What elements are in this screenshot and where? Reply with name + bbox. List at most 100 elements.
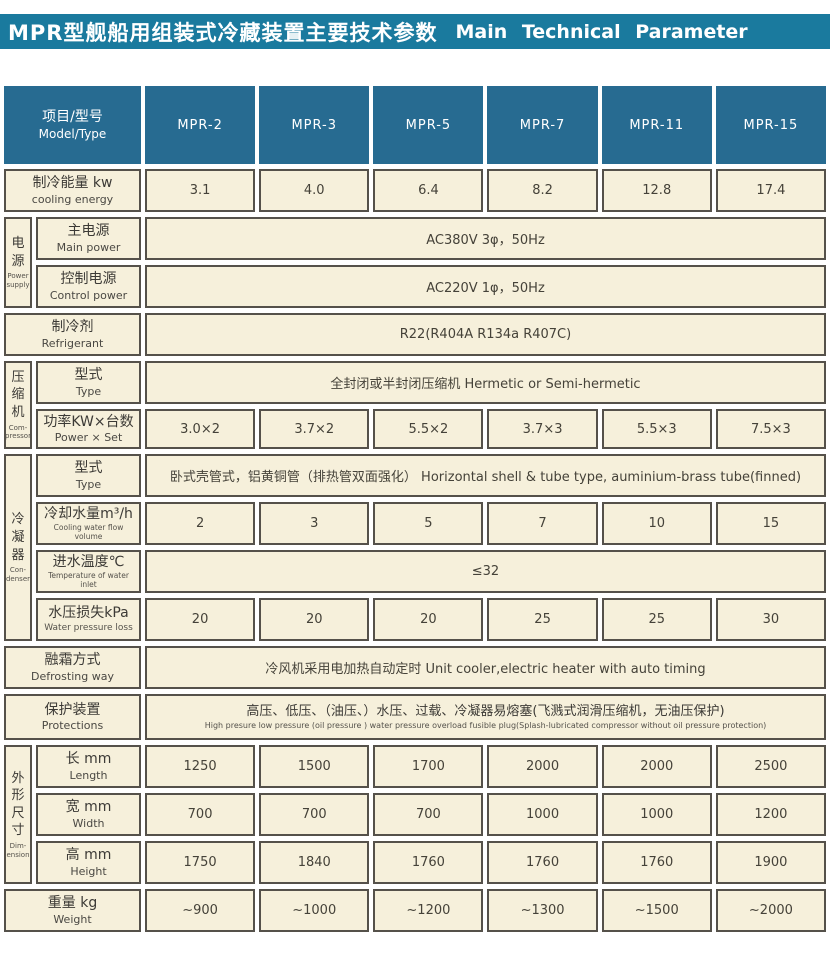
value-cell: ~900 bbox=[145, 889, 256, 932]
row-label-compressor-type: 型式 Type bbox=[36, 361, 141, 404]
header-model-mpr-11: MPR-11 bbox=[601, 86, 712, 164]
header-model-label: MPR-2 bbox=[177, 117, 223, 133]
row-label-zh: 高 mm bbox=[65, 847, 112, 864]
header-model-label: MPR-3 bbox=[291, 117, 337, 133]
row-label-en: Refrigerant bbox=[41, 336, 104, 350]
row-label-zh: 制冷剂 bbox=[51, 319, 94, 336]
row-label-zh: 宽 mm bbox=[65, 799, 112, 816]
group-label-en: Power supply bbox=[6, 272, 30, 290]
power-set-value: 3.7×3 bbox=[522, 421, 563, 437]
value-cell: 3.7×3 bbox=[487, 409, 598, 449]
value-cell-control-power: AC220V 1φ，50Hz bbox=[145, 265, 826, 308]
weight-value: ~2000 bbox=[748, 903, 793, 918]
value-cell-defrost: 冷风机采用电加热自动定时 Unit cooler,electric heater… bbox=[145, 646, 826, 689]
header-model-mpr-5: MPR-5 bbox=[373, 86, 484, 164]
width-value: 1000 bbox=[640, 807, 674, 822]
value-cell-protections: 高压、低压、（油压、）水压、过载、冷凝器易熔塞(飞溅式润滑压缩机，无油压保护) … bbox=[145, 694, 826, 740]
row-label-en: Defrosting way bbox=[31, 669, 114, 683]
value-cell: 700 bbox=[259, 793, 370, 836]
row-label-cooling-water: 冷却水量m³/h Cooling water flow volume bbox=[36, 502, 141, 545]
row-label-zh: 型式 bbox=[74, 367, 103, 384]
power-set-value: 7.5×3 bbox=[750, 421, 791, 437]
row-label-defrost: 融霜方式 Defrosting way bbox=[4, 646, 141, 689]
row-label-en: Length bbox=[69, 768, 108, 782]
value-cell-inlet-temp: ≤32 bbox=[145, 550, 826, 593]
group-label-zh: 电源 bbox=[11, 236, 25, 269]
row-label-zh: 型式 bbox=[74, 460, 103, 477]
group-label-zh: 压缩机 bbox=[11, 369, 25, 421]
row-label-zh: 水压损失kPa bbox=[48, 605, 129, 622]
header-model-type-zh: 项目/型号 bbox=[42, 109, 103, 126]
row-label-control-power: 控制电源 Control power bbox=[36, 265, 141, 308]
row-label-protections: 保护装置 Protections bbox=[4, 694, 141, 740]
row-label-en: Protections bbox=[41, 719, 104, 733]
cooling-energy-value: 17.4 bbox=[756, 183, 786, 198]
value-cell: 20 bbox=[373, 598, 484, 641]
value-cell: 1000 bbox=[487, 793, 598, 836]
header-model-type-en: Model/Type bbox=[38, 126, 107, 141]
row-label-length: 长 mm Length bbox=[36, 745, 141, 788]
row-label-power-set: 功率KW×台数 Power × Set bbox=[36, 409, 141, 449]
cooling-water-value: 2 bbox=[195, 516, 205, 531]
value-cell: 1700 bbox=[373, 745, 484, 788]
weight-value: ~1300 bbox=[520, 903, 565, 918]
row-label-zh: 保护装置 bbox=[44, 701, 101, 718]
row-label-zh: 长 mm bbox=[65, 751, 112, 768]
value-cell-condenser-type: 卧式壳管式，铝黄铜管（排热管双面强化） Horizontal shell & t… bbox=[145, 454, 826, 497]
pressure-loss-value: 25 bbox=[648, 612, 666, 627]
row-label-en: Water pressure loss bbox=[44, 622, 133, 633]
condenser-type-value: 卧式壳管式，铝黄铜管（排热管双面强化） Horizontal shell & t… bbox=[169, 470, 802, 485]
row-label-weight: 重量 kg Weight bbox=[4, 889, 141, 932]
refrigerant-value: R22(R404A R134a R407C) bbox=[399, 327, 572, 342]
height-value: 1840 bbox=[297, 855, 331, 870]
group-label-zh: 冷凝器 bbox=[11, 512, 25, 563]
value-cell: 3.7×2 bbox=[259, 409, 370, 449]
power-set-value: 3.0×2 bbox=[180, 421, 220, 437]
value-cell: 2500 bbox=[715, 745, 826, 788]
length-value: 1250 bbox=[183, 759, 217, 774]
row-label-en: Type bbox=[75, 477, 102, 491]
value-cell: 3 bbox=[259, 502, 370, 545]
row-label-en: Control power bbox=[49, 288, 128, 302]
row-label-cooling-energy: 制冷能量 kw cooling energy bbox=[4, 169, 141, 212]
value-cell-refrigerant: R22(R404A R134a R407C) bbox=[145, 313, 826, 356]
width-value: 1200 bbox=[754, 807, 788, 822]
height-value: 1760 bbox=[526, 855, 560, 870]
defrost-value: 冷风机采用电加热自动定时 Unit cooler,electric heater… bbox=[265, 662, 706, 677]
value-cell: 1200 bbox=[715, 793, 826, 836]
header-model-mpr-15: MPR-15 bbox=[715, 86, 826, 164]
header-model-type: 项目/型号 Model/Type bbox=[4, 86, 141, 164]
value-cell: 30 bbox=[715, 598, 826, 641]
compressor-type-value: 全封闭或半封闭压缩机 Hermetic or Semi-hermetic bbox=[330, 377, 641, 392]
row-label-en: Power × Set bbox=[54, 431, 123, 445]
value-cell: ~1300 bbox=[487, 889, 598, 932]
value-cell: 1760 bbox=[487, 841, 598, 884]
value-cell: ~1500 bbox=[601, 889, 712, 932]
row-label-zh: 融霜方式 bbox=[44, 652, 101, 669]
pressure-loss-value: 20 bbox=[305, 612, 323, 627]
row-label-en: Main power bbox=[56, 240, 121, 254]
value-cell: 1900 bbox=[715, 841, 826, 884]
row-label-en: Weight bbox=[53, 912, 92, 926]
group-label-en: Com- pressor bbox=[5, 423, 31, 441]
header-model-mpr-3: MPR-3 bbox=[259, 86, 370, 164]
value-cell: ~1000 bbox=[259, 889, 370, 932]
width-value: 700 bbox=[301, 807, 327, 822]
value-cell: 700 bbox=[145, 793, 256, 836]
cooling-water-value: 3 bbox=[310, 516, 319, 531]
value-cell: 1250 bbox=[145, 745, 256, 788]
value-cell: 2 bbox=[145, 502, 256, 545]
row-label-en: Temperature of water inlet bbox=[48, 571, 129, 590]
value-cell: 5.5×2 bbox=[373, 409, 484, 449]
header-model-mpr-2: MPR-2 bbox=[145, 86, 256, 164]
header-model-label: MPR-5 bbox=[405, 117, 452, 133]
cooling-energy-value: 6.4 bbox=[418, 183, 439, 198]
height-value: 1900 bbox=[754, 855, 788, 870]
length-value: 2000 bbox=[526, 759, 560, 774]
title-bar: MPR型舰船用组装式冷藏装置主要技术参数 Main Technical Para… bbox=[0, 14, 830, 49]
group-label-power-supply: 电源 Power supply bbox=[4, 217, 32, 308]
width-value: 700 bbox=[187, 807, 213, 822]
height-value: 1760 bbox=[640, 855, 674, 870]
row-label-zh: 控制电源 bbox=[60, 271, 117, 288]
row-label-height: 高 mm Height bbox=[36, 841, 141, 884]
